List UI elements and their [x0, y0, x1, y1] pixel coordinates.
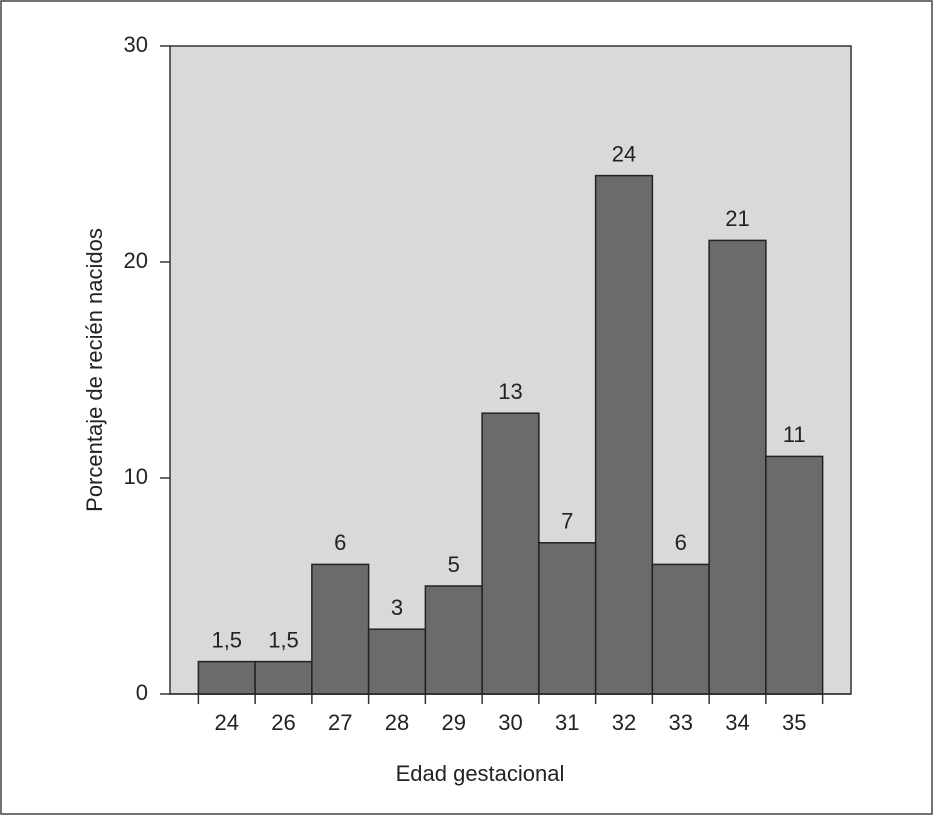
bar	[367, 628, 427, 695]
value-label: 1,5	[211, 627, 242, 652]
bar	[197, 660, 256, 695]
x-tick-label: 27	[328, 710, 352, 735]
value-label: 6	[334, 530, 346, 555]
bar	[651, 563, 710, 695]
value-label: 21	[725, 206, 749, 231]
x-tick-label: 34	[725, 710, 749, 735]
bar	[594, 174, 654, 695]
bar	[311, 563, 370, 695]
y-axis-title: Porcentaje de recién nacidos	[82, 228, 107, 512]
x-tick-label: 30	[498, 710, 522, 735]
x-tick-label: 33	[669, 710, 693, 735]
x-tick-label: 28	[385, 710, 409, 735]
x-tick-label: 35	[782, 710, 806, 735]
value-label: 13	[498, 379, 522, 404]
y-tick-label: 10	[124, 464, 148, 489]
x-tick-label: 29	[442, 710, 466, 735]
value-label: 6	[675, 530, 687, 555]
value-label: 7	[561, 509, 573, 534]
x-tick-label: 31	[555, 710, 579, 735]
value-label: 3	[391, 595, 403, 620]
value-label: 1,5	[268, 627, 299, 652]
bar	[538, 542, 597, 695]
y-tick-label: 20	[124, 248, 148, 273]
value-label: 11	[783, 422, 806, 447]
bar	[424, 585, 483, 695]
x-tick-label: 24	[215, 710, 239, 735]
y-tick-label: 0	[136, 680, 148, 705]
x-axis-title: Edad gestacional	[396, 761, 565, 786]
y-tick-label: 30	[124, 32, 148, 57]
bar	[254, 660, 313, 695]
bar	[481, 412, 540, 695]
value-label: 5	[448, 552, 460, 577]
value-label: 24	[612, 141, 636, 166]
x-tick-label: 32	[612, 710, 636, 735]
bar	[708, 239, 767, 695]
bar	[765, 455, 824, 695]
x-tick-label: 26	[271, 710, 295, 735]
